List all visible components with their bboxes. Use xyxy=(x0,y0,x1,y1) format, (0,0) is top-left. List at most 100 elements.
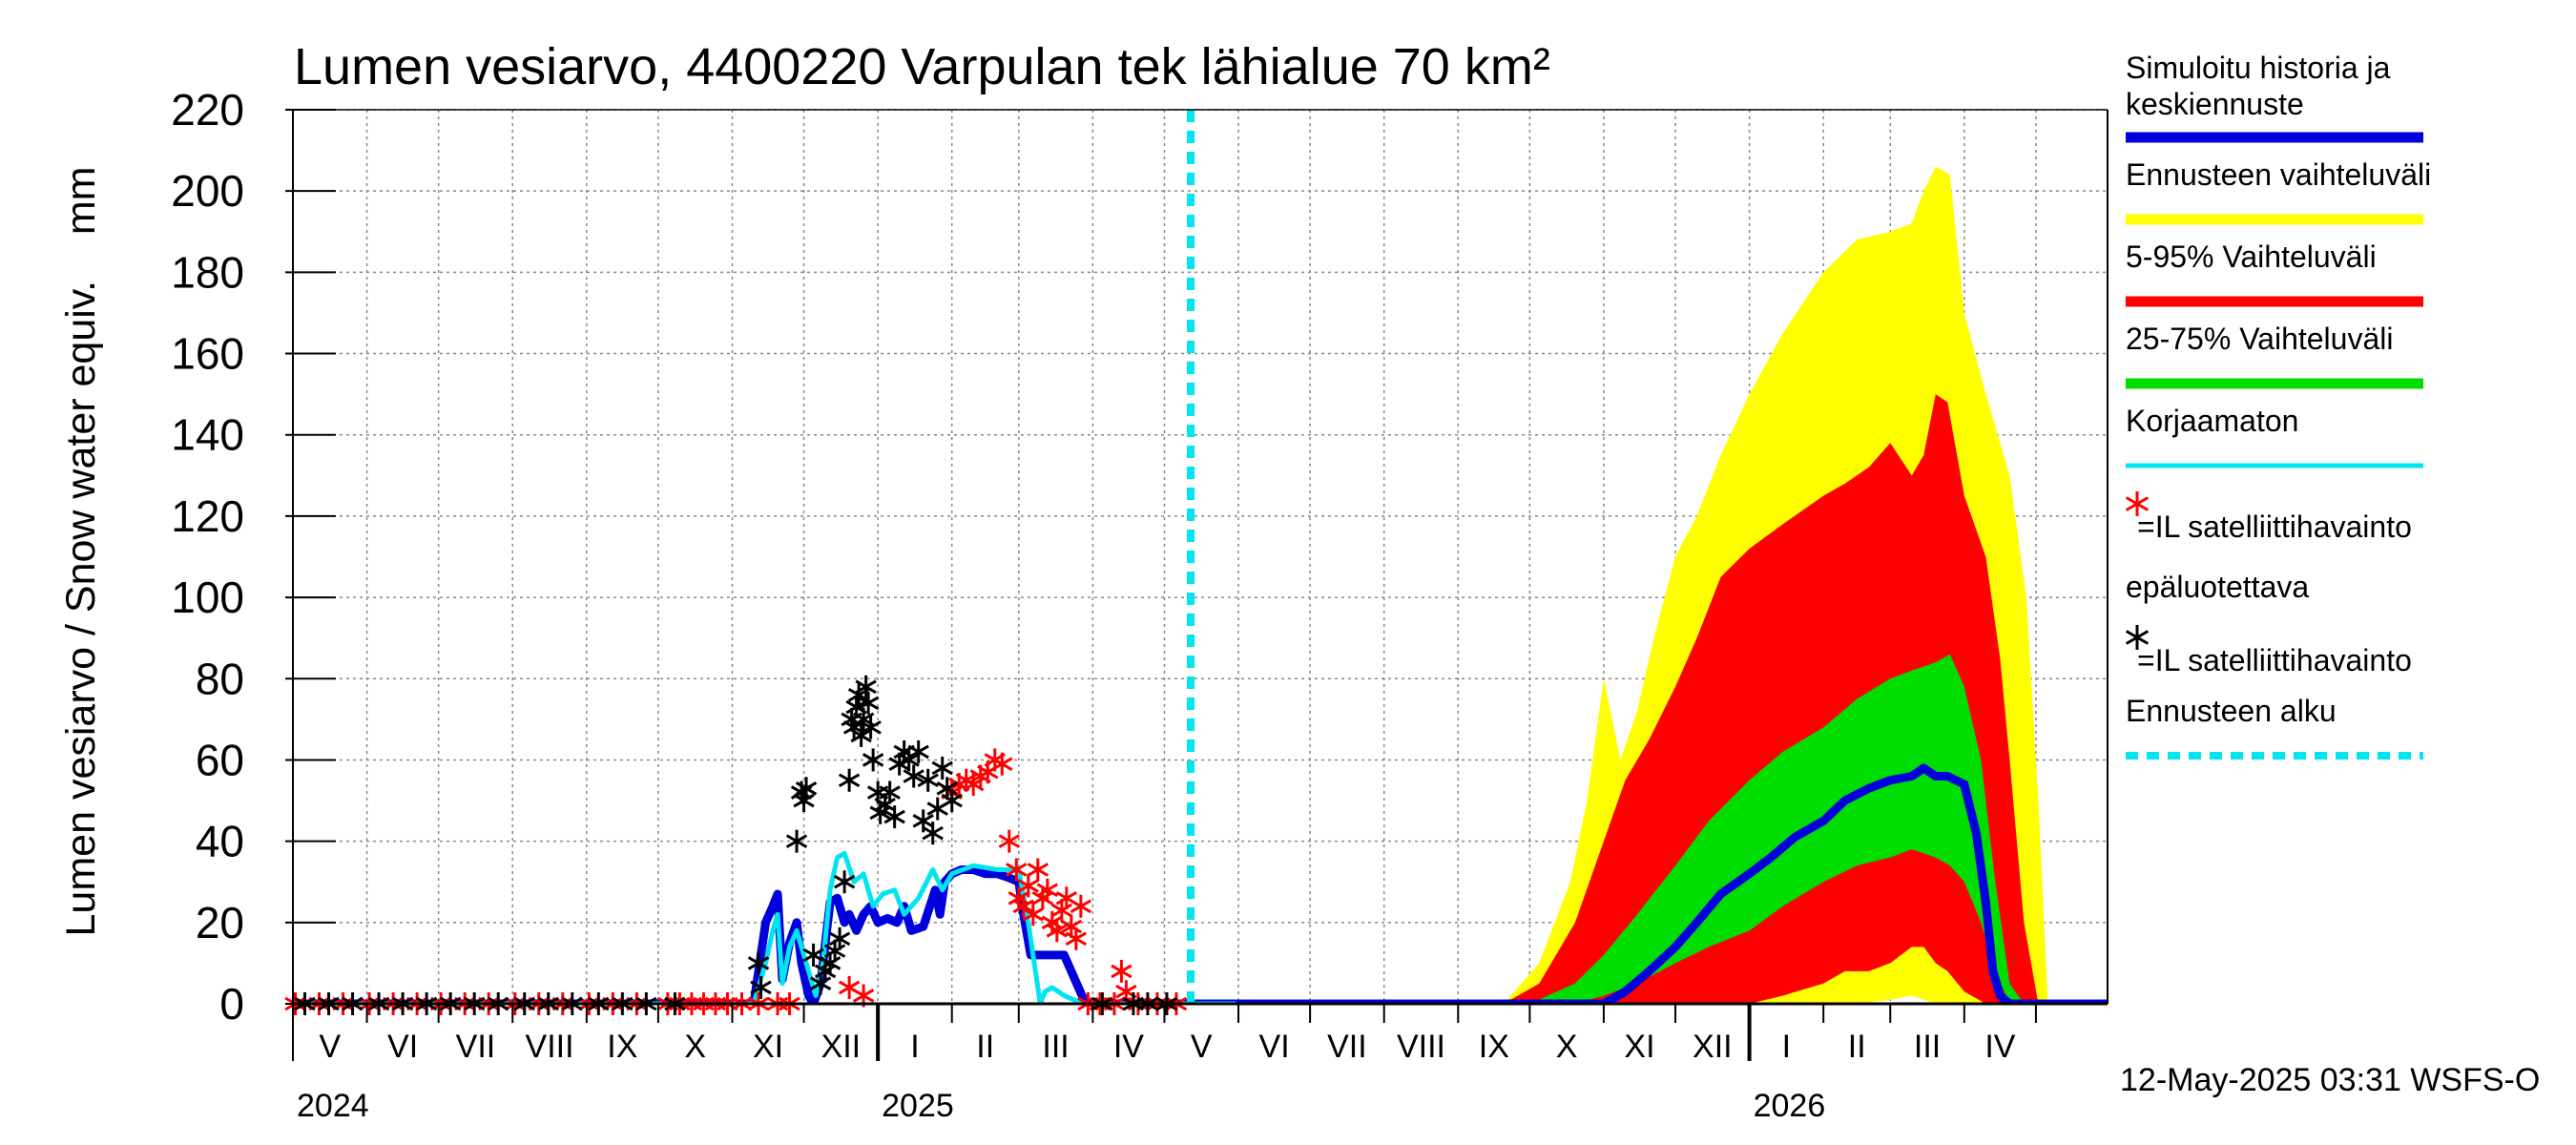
observation-unreliable-marker xyxy=(828,926,851,950)
observation-unreliable-marker xyxy=(838,768,861,792)
month-label: III xyxy=(1914,1029,1941,1065)
observation-reliable-marker xyxy=(1060,915,1083,939)
month-label: IX xyxy=(1479,1029,1509,1065)
observation-unreliable-marker xyxy=(922,822,944,845)
observation-unreliable-marker xyxy=(869,801,891,824)
observation-unreliable-marker xyxy=(823,939,846,963)
observation-unreliable-marker xyxy=(747,951,770,975)
month-label: V xyxy=(1191,1029,1213,1065)
observation-unreliable-marker xyxy=(857,691,880,715)
y-tick-label: 160 xyxy=(171,329,244,379)
observation-unreliable-marker xyxy=(917,768,939,792)
legend-label: Ennusteen alku xyxy=(2126,694,2337,728)
observation-reliable-marker xyxy=(1017,874,1039,898)
observation-reliable-marker xyxy=(1065,926,1088,950)
observation-unreliable-marker xyxy=(898,748,920,772)
observation-unreliable-marker xyxy=(903,764,924,788)
month-label: X xyxy=(1556,1029,1578,1065)
legend-label: =IL satelliittihavainto xyxy=(2137,510,2412,544)
observation-unreliable-marker xyxy=(785,829,808,853)
observation-reliable-marker xyxy=(1027,858,1049,882)
series-line-simulated xyxy=(293,763,2108,1004)
observation-unreliable-marker xyxy=(860,716,882,739)
observation-unreliable-marker xyxy=(862,748,884,772)
observation-unreliable-marker xyxy=(931,756,953,780)
observation-reliable-marker xyxy=(998,829,1020,853)
month-label: IV xyxy=(1984,1029,2015,1065)
legend-label: Ennusteen vaihteluväli xyxy=(2126,157,2431,192)
month-label: III xyxy=(1042,1029,1069,1065)
observation-unreliable-marker xyxy=(907,739,929,763)
y-tick-label: 120 xyxy=(171,491,244,541)
legend-label: Korjaamaton xyxy=(2126,404,2298,438)
month-label: IX xyxy=(607,1029,637,1065)
legend-label: =IL satelliittihavainto xyxy=(2137,643,2412,677)
legend-label: 5-95% Vaihteluväli xyxy=(2126,239,2377,274)
month-label: VII xyxy=(1327,1029,1367,1065)
observation-unreliable-marker xyxy=(850,723,872,747)
year-label: 2025 xyxy=(882,1088,954,1124)
month-label: VIII xyxy=(1397,1029,1445,1065)
observation-unreliable-marker xyxy=(814,959,837,983)
y-tick-label: 40 xyxy=(196,817,244,866)
y-tick-label: 20 xyxy=(196,898,244,947)
observation-reliable-marker xyxy=(991,752,1013,776)
observation-reliable-marker xyxy=(1012,894,1034,918)
legend-star-icon xyxy=(2125,625,2150,650)
month-label: VI xyxy=(387,1029,418,1065)
month-label: XI xyxy=(753,1029,783,1065)
legend: Simuloitu historia ja keskiennuste Ennuste… xyxy=(2125,51,2431,760)
month-label: II xyxy=(976,1029,994,1065)
y-axis-label: Lumen vesiarvo / Snow water equiv. mm xyxy=(58,167,104,937)
observation-reliable-marker xyxy=(1031,886,1054,910)
y-tick-label: 200 xyxy=(171,166,244,216)
month-label: XII xyxy=(821,1029,862,1065)
observation-reliable-marker xyxy=(1022,903,1045,926)
observation-unreliable-marker xyxy=(819,951,841,975)
month-label: VIII xyxy=(526,1029,574,1065)
observation-unreliable-marker xyxy=(879,781,901,804)
legend-label: epäluotettava xyxy=(2126,570,2309,604)
chart-title: Lumen vesiarvo, 4400220 Varpulan tek läh… xyxy=(294,38,1550,95)
observation-unreliable-marker xyxy=(936,777,958,801)
month-label: II xyxy=(1848,1029,1866,1065)
y-tick-label: 60 xyxy=(196,735,244,784)
year-label: 2026 xyxy=(1754,1088,1826,1124)
month-label: I xyxy=(1782,1029,1791,1065)
legend-label: 25-75% Vaihteluväli xyxy=(2126,322,2393,356)
y-tick-label: 180 xyxy=(171,247,244,297)
observation-unreliable-marker xyxy=(855,675,877,698)
band-00dd00 xyxy=(1529,654,2108,1004)
observation-reliable-marker xyxy=(1046,919,1069,943)
observation-reliable-marker xyxy=(1036,878,1059,902)
legend-label: Simuloitu historia ja keskiennuste xyxy=(2126,51,2391,121)
observation-unreliable-marker xyxy=(793,789,815,813)
observation-reliable-marker xyxy=(1006,858,1028,882)
observation-unreliable-marker xyxy=(883,805,905,829)
month-label: VI xyxy=(1259,1029,1290,1065)
observation-unreliable-marker xyxy=(941,789,963,813)
series-line-uncorrected xyxy=(293,850,1236,1004)
observation-reliable-marker xyxy=(1050,899,1073,923)
month-label: VII xyxy=(456,1029,496,1065)
observation-unreliable-marker xyxy=(795,777,818,801)
y-tick-label: 0 xyxy=(219,979,244,1029)
year-label: 2024 xyxy=(297,1088,369,1124)
observation-unreliable-marker xyxy=(750,975,772,999)
legend-star-icon xyxy=(2125,491,2150,516)
observation-unreliable-marker xyxy=(833,870,856,894)
y-tick-label: 140 xyxy=(171,410,244,460)
y-tick-label: 100 xyxy=(171,572,244,622)
observation-reliable-marker xyxy=(1111,959,1132,983)
footer-timestamp: 12-May-2025 03:31 WSFS-O xyxy=(2120,1062,2540,1098)
observation-unreliable-marker xyxy=(809,971,832,995)
month-label: I xyxy=(910,1029,919,1065)
month-label: X xyxy=(684,1029,706,1065)
y-tick-label: 220 xyxy=(171,85,244,135)
y-tick-label: 80 xyxy=(196,654,244,703)
observation-reliable-marker xyxy=(1070,894,1092,918)
month-label: IV xyxy=(1113,1029,1144,1065)
month-label: XII xyxy=(1693,1029,1733,1065)
month-label: V xyxy=(319,1029,341,1065)
